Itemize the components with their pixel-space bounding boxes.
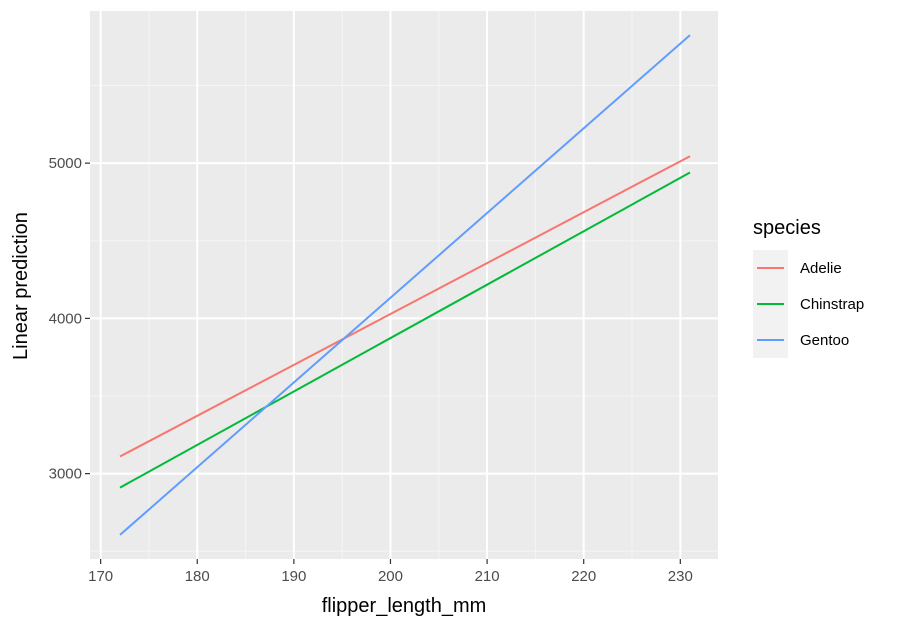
x-tick-label: 220 — [571, 568, 596, 585]
y-axis: 3000 4000 5000 — [49, 155, 90, 483]
y-tick-label: 3000 — [49, 466, 82, 483]
x-tick-label: 200 — [378, 568, 403, 585]
legend-label-chinstrap: Chinstrap — [800, 296, 864, 313]
series-line-gentoo — [119, 34, 691, 536]
legend: species Adelie Chinstrap Gentoo — [753, 217, 864, 358]
series-lines — [119, 34, 691, 536]
y-axis-title: Linear prediction — [10, 212, 32, 360]
x-tick-label: 210 — [475, 568, 500, 585]
x-tick-label: 180 — [185, 568, 210, 585]
y-tick-label: 4000 — [49, 310, 82, 327]
x-axis-title: flipper_length_mm — [322, 595, 487, 617]
legend-label-gentoo: Gentoo — [800, 332, 849, 349]
x-tick-label: 190 — [281, 568, 306, 585]
series-line-adelie — [119, 155, 691, 458]
x-axis: 170 180 190 200 210 220 230 — [88, 559, 693, 585]
x-tick-label: 170 — [88, 568, 113, 585]
series-line-chinstrap — [119, 171, 691, 489]
legend-title: species — [753, 217, 821, 239]
legend-label-adelie: Adelie — [800, 260, 842, 277]
x-tick-label: 230 — [668, 568, 693, 585]
minor-gridlines — [90, 11, 718, 559]
legend-keys: Adelie Chinstrap Gentoo — [753, 250, 864, 358]
y-tick-label: 5000 — [49, 155, 82, 172]
